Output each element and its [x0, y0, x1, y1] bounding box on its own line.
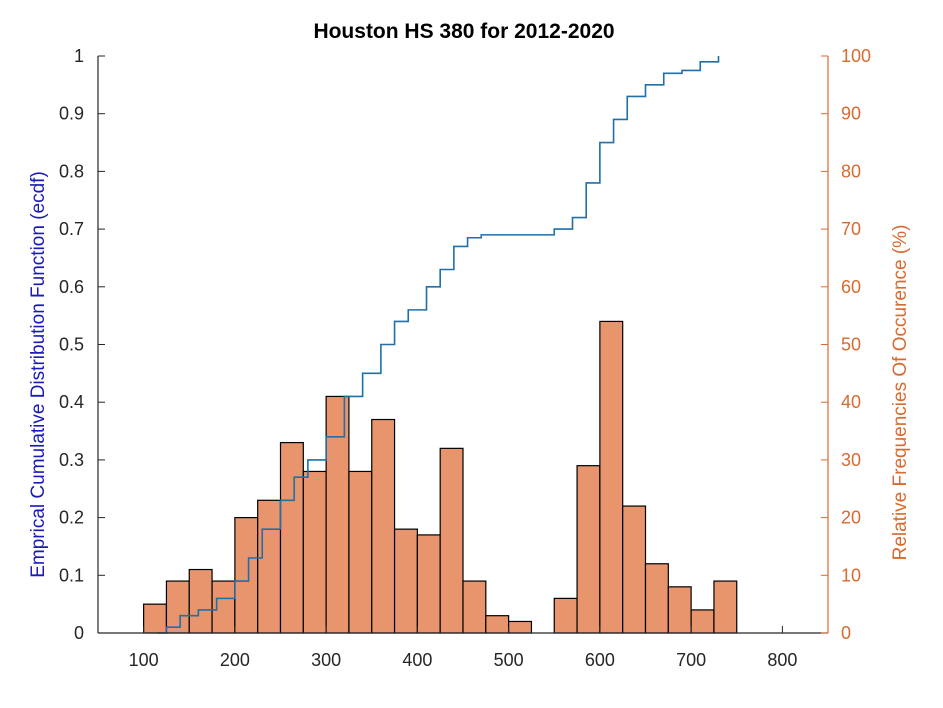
histogram-bar: [211, 580, 236, 634]
x-tick-label: 300: [311, 650, 341, 670]
histogram-bar: [416, 534, 441, 634]
right-tick-label: 50: [841, 335, 861, 355]
x-tick-label: 800: [767, 650, 797, 670]
histogram-bar: [165, 580, 190, 634]
right-tick-label: 100: [841, 46, 871, 66]
histogram-bar: [439, 447, 464, 634]
histogram-bar: [302, 470, 327, 634]
histogram-bar: [644, 563, 669, 634]
histogram-bar: [462, 580, 487, 634]
chart-title: Houston HS 380 for 2012-2020: [313, 20, 614, 43]
right-tick-label: 90: [841, 104, 861, 124]
histogram-bar: [371, 418, 396, 634]
histogram-bar: [713, 580, 738, 634]
left-tick-label: 0.2: [59, 508, 84, 528]
right-tick-label: 0: [841, 623, 851, 643]
ecdf-path: [157, 56, 720, 634]
right-tick-label: 40: [841, 392, 861, 412]
right-tick-label: 20: [841, 508, 861, 528]
histogram-bar: [325, 395, 350, 634]
left-tick-label: 0.6: [59, 277, 84, 297]
left-axis-label: Emprical Cumulative Distribution Functio…: [28, 171, 49, 578]
left-tick-label: 0.4: [59, 392, 84, 412]
right-tick-label: 60: [841, 277, 861, 297]
left-tick-label: 1: [74, 46, 84, 66]
x-tick-label: 100: [129, 650, 159, 670]
x-tick-label: 500: [494, 650, 524, 670]
left-tick-label: 0: [74, 623, 84, 643]
left-tick-label: 0.7: [59, 219, 84, 239]
left-tick-label: 0.1: [59, 565, 84, 585]
x-tick-label: 700: [676, 650, 706, 670]
right-tick-label: 70: [841, 219, 861, 239]
ecdf-line: [157, 56, 720, 634]
histogram-bar: [393, 528, 418, 634]
axes: 100 200 300 400 500 600 700 80000.10.20.30.40.5…: [59, 46, 871, 670]
histogram-bar: [257, 499, 282, 634]
left-tick-label: 0.9: [59, 104, 84, 124]
histogram-bar: [622, 505, 647, 634]
histogram-bar: [234, 516, 259, 634]
histogram-bars: [143, 320, 738, 634]
right-tick-label: 10: [841, 565, 861, 585]
histogram-bar: [188, 568, 213, 634]
histogram-bar: [553, 597, 578, 634]
histogram-bar: [508, 620, 533, 634]
x-tick-label: 200: [220, 650, 250, 670]
histogram-bar: [667, 586, 692, 634]
left-tick-label: 0.8: [59, 161, 84, 181]
histogram-bar: [485, 615, 510, 634]
histogram-bar: [143, 603, 168, 634]
x-tick-label: 400: [402, 650, 432, 670]
histogram-bar: [348, 470, 373, 634]
histogram-bar: [279, 441, 304, 634]
histogram-bar: [576, 465, 601, 634]
left-tick-label: 0.5: [59, 335, 84, 355]
histogram-bar: [599, 320, 624, 634]
histogram-bar: [690, 609, 715, 634]
right-axis-label: Relative Frequencies Of Occurence (%): [890, 225, 911, 561]
right-tick-label: 30: [841, 450, 861, 470]
x-tick-label: 600: [585, 650, 615, 670]
left-tick-label: 0.3: [59, 450, 84, 470]
right-tick-label: 80: [841, 161, 861, 181]
